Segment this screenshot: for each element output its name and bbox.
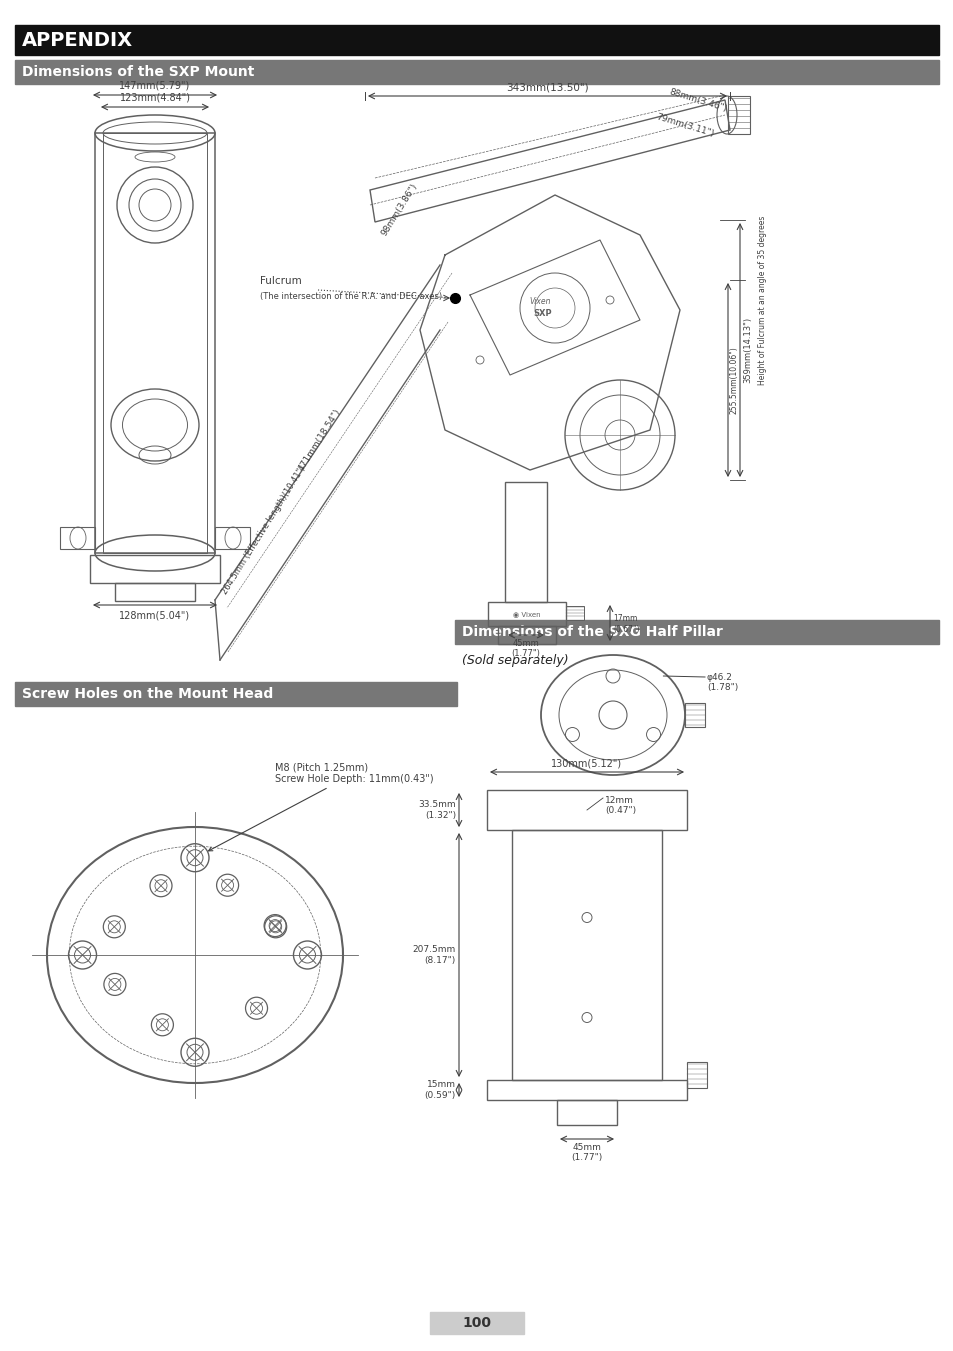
Text: 33.5mm
(1.32"): 33.5mm (1.32") bbox=[418, 800, 456, 820]
Text: 471mm(18.54"): 471mm(18.54") bbox=[296, 407, 342, 473]
Text: 45mm
(1.77"): 45mm (1.77") bbox=[511, 639, 539, 658]
Text: 343mm(13.50"): 343mm(13.50") bbox=[506, 82, 588, 92]
Bar bbox=[214, 527, 250, 549]
Text: 264.5mm (Effective length)(10.41"): 264.5mm (Effective length)(10.41") bbox=[220, 465, 307, 596]
Text: 17mm
(0.67"): 17mm (0.67") bbox=[613, 615, 639, 634]
Bar bbox=[504, 482, 546, 603]
Text: φ46.2
(1.78"): φ46.2 (1.78") bbox=[706, 673, 738, 693]
Bar bbox=[95, 132, 214, 553]
Text: 12mm
(0.47"): 12mm (0.47") bbox=[604, 796, 636, 816]
Text: Vixen: Vixen bbox=[529, 297, 550, 307]
Bar bbox=[15, 26, 938, 55]
Text: 123mm(4.84"): 123mm(4.84") bbox=[119, 93, 191, 103]
Text: 255.5mm(10.06"): 255.5mm(10.06") bbox=[729, 346, 739, 413]
Text: 147mm(5.79"): 147mm(5.79") bbox=[119, 80, 191, 91]
Bar bbox=[686, 1062, 706, 1088]
Bar bbox=[103, 132, 207, 553]
Text: M8 (Pitch 1.25mm)
Screw Hole Depth: 11mm(0.43"): M8 (Pitch 1.25mm) Screw Hole Depth: 11mm… bbox=[209, 763, 434, 851]
Text: 130mm(5.12"): 130mm(5.12") bbox=[551, 759, 622, 769]
Text: 359mm(14.13"): 359mm(14.13") bbox=[742, 317, 751, 384]
Bar bbox=[488, 603, 565, 626]
Bar bbox=[115, 584, 194, 601]
Text: 45mm
(1.77"): 45mm (1.77") bbox=[571, 1143, 602, 1162]
Text: 98mm(3.86"): 98mm(3.86") bbox=[379, 182, 419, 238]
Bar bbox=[90, 555, 220, 584]
Bar bbox=[60, 527, 95, 549]
Bar bbox=[497, 626, 556, 644]
Bar bbox=[486, 1079, 686, 1100]
Bar bbox=[15, 59, 938, 84]
Text: 207.5mm
(8.17"): 207.5mm (8.17") bbox=[413, 946, 456, 965]
Bar bbox=[565, 607, 583, 620]
Bar bbox=[430, 1312, 523, 1333]
Text: Height of Fulcrum at an angle of 35 degrees: Height of Fulcrum at an angle of 35 degr… bbox=[758, 215, 766, 385]
Text: SXP: SXP bbox=[533, 309, 552, 319]
Bar bbox=[455, 620, 938, 644]
Text: Screw Holes on the Mount Head: Screw Holes on the Mount Head bbox=[22, 688, 273, 701]
Text: 88mm(3.46"): 88mm(3.46") bbox=[667, 86, 727, 113]
Text: Fulcrum: Fulcrum bbox=[260, 276, 301, 286]
Text: Dimensions of the SXP Mount: Dimensions of the SXP Mount bbox=[22, 65, 254, 78]
Text: 128mm(5.04"): 128mm(5.04") bbox=[119, 611, 191, 620]
Bar bbox=[684, 703, 704, 727]
Text: 100: 100 bbox=[462, 1316, 491, 1329]
Text: (Sold separately): (Sold separately) bbox=[461, 654, 568, 667]
Bar bbox=[557, 1100, 617, 1125]
Bar bbox=[512, 830, 661, 1079]
Text: 15mm
(0.59"): 15mm (0.59") bbox=[424, 1081, 456, 1100]
Bar bbox=[15, 682, 456, 707]
Text: ◉ Vixen: ◉ Vixen bbox=[513, 611, 540, 617]
Text: APPENDIX: APPENDIX bbox=[22, 31, 133, 50]
Bar bbox=[727, 96, 749, 134]
Text: Dimensions of the SXG Half Pillar: Dimensions of the SXG Half Pillar bbox=[461, 626, 722, 639]
Bar bbox=[486, 790, 686, 830]
Text: 79mm(3.11"): 79mm(3.11") bbox=[655, 112, 715, 138]
Text: (The intersection of the R.A. and DEC axes): (The intersection of the R.A. and DEC ax… bbox=[260, 292, 441, 301]
